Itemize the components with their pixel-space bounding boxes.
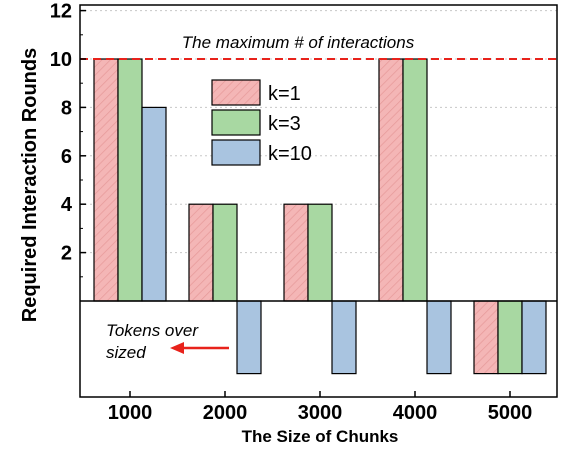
y-tick-label: 10 bbox=[50, 49, 72, 71]
legend-label-k1: k=1 bbox=[268, 83, 301, 105]
y-tick-label: 2 bbox=[61, 243, 72, 265]
x-tick-label: 1000 bbox=[108, 402, 153, 424]
annotation: Tokens over sized bbox=[106, 321, 229, 362]
bar-k10-2000 bbox=[236, 300, 262, 375]
y-axis-title: Required Interaction Rounds bbox=[19, 48, 41, 322]
plot-frame bbox=[79, 4, 558, 398]
bar-k3-5000 bbox=[497, 300, 523, 375]
y-tick-label: 12 bbox=[50, 1, 72, 23]
bar-k1-1000 bbox=[93, 58, 119, 302]
bar-k10-1000 bbox=[141, 106, 167, 302]
bar-k10-5000 bbox=[521, 300, 547, 375]
legend-swatch-k3 bbox=[211, 109, 261, 136]
reference-line-group: The maximum # of interactions bbox=[80, 33, 557, 60]
oversized-annotation-line1: Tokens over bbox=[106, 321, 199, 340]
bar-k3-3000 bbox=[307, 203, 333, 302]
legend-label-k10: k=10 bbox=[268, 143, 312, 165]
plot-border bbox=[79, 4, 558, 398]
x-tick-label: 2000 bbox=[203, 402, 248, 424]
legend: k=1 k=3 k=10 bbox=[211, 79, 312, 166]
bar-k1-2000 bbox=[188, 203, 214, 302]
x-axis-title: The Size of Chunks bbox=[242, 427, 399, 446]
bar-k3-4000 bbox=[402, 58, 428, 302]
legend-swatch-k10 bbox=[211, 139, 261, 166]
axis-ticks: 2 4 6 8 10 12 1000 2000 3000 4000 5000 bbox=[50, 1, 533, 424]
x-tick-label: 5000 bbox=[488, 402, 533, 424]
legend-label-k3: k=3 bbox=[268, 113, 301, 135]
bar-k1-4000 bbox=[378, 58, 404, 302]
bars bbox=[93, 58, 547, 375]
y-tick-label: 6 bbox=[61, 146, 72, 168]
oversized-annotation-line2: sized bbox=[106, 343, 146, 362]
y-tick-label: 8 bbox=[61, 97, 72, 119]
bar-k10-4000 bbox=[426, 300, 452, 375]
x-tick-label: 3000 bbox=[298, 402, 343, 424]
bar-k10-3000 bbox=[331, 300, 357, 375]
bar-k1-5000 bbox=[473, 300, 499, 375]
annotation-arrow-head bbox=[170, 342, 184, 354]
x-tick-label: 4000 bbox=[393, 402, 438, 424]
y-tick-label: 4 bbox=[61, 194, 73, 216]
legend-swatch-k1 bbox=[211, 79, 261, 106]
bar-k3-2000 bbox=[212, 203, 238, 302]
bar-k1-3000 bbox=[283, 203, 309, 302]
bar-k3-1000 bbox=[117, 58, 143, 302]
max-interactions-label: The maximum # of interactions bbox=[182, 33, 415, 52]
